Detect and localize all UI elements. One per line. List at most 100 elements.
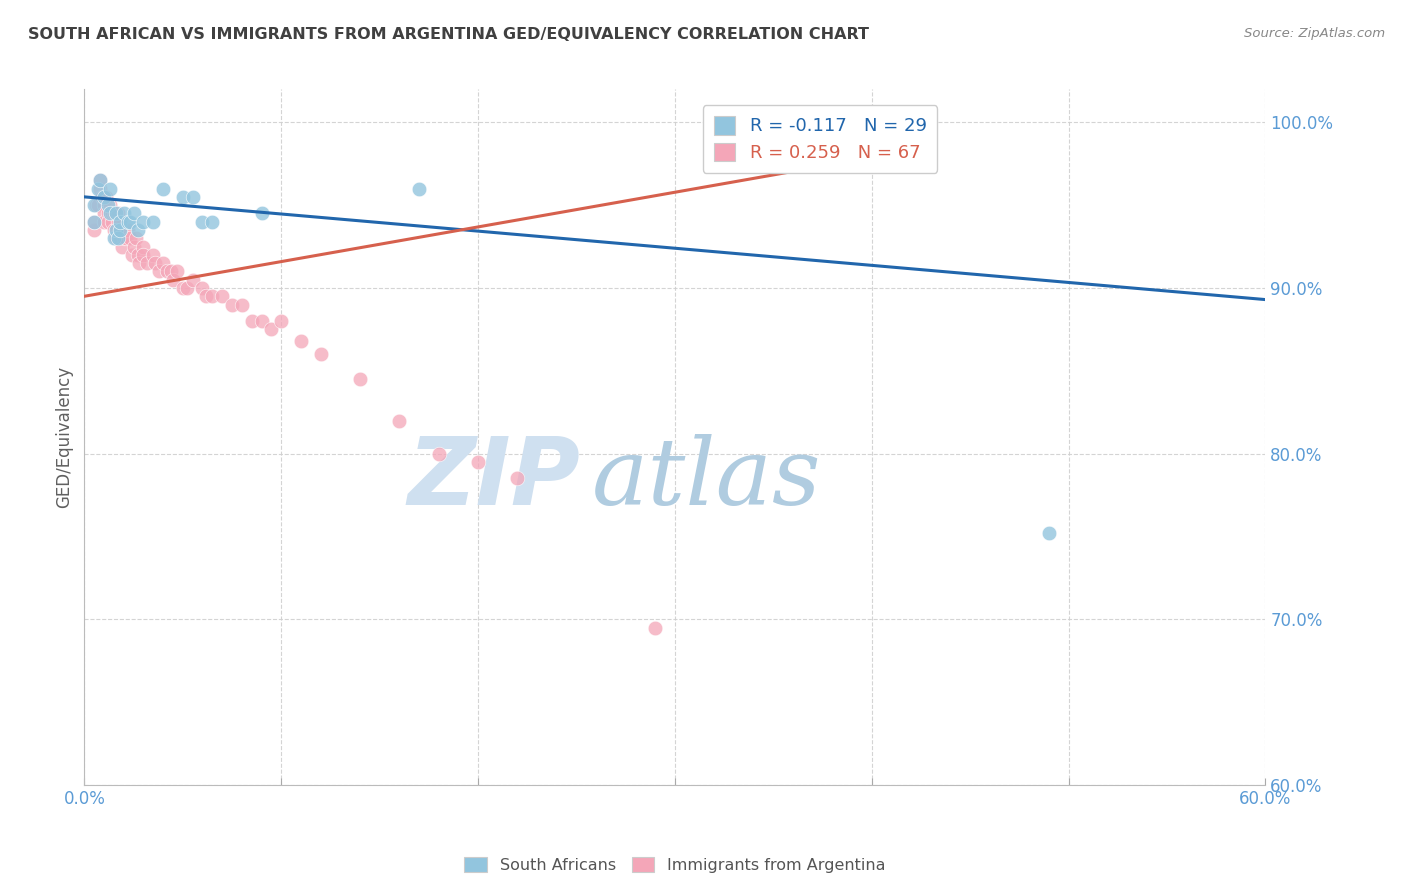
Point [122, 239, 145, 253]
Point [93, 198, 115, 212]
Point [83, 215, 105, 229]
Point [1038, 526, 1060, 541]
Point [160, 264, 183, 278]
Point [112, 231, 135, 245]
Point [104, 206, 127, 220]
Point [98, 181, 121, 195]
Point [172, 281, 194, 295]
Point [181, 190, 204, 204]
Point [290, 334, 312, 348]
Point [98, 198, 121, 212]
Point [172, 190, 194, 204]
Point [127, 248, 149, 262]
Point [122, 206, 145, 220]
Point [104, 231, 127, 245]
Point [142, 248, 165, 262]
Point [309, 347, 332, 361]
Point [93, 215, 115, 229]
Point [87, 198, 110, 212]
Point [111, 239, 134, 253]
Point [427, 447, 450, 461]
Point [107, 215, 129, 229]
Point [107, 231, 129, 245]
Y-axis label: GED/Equivalency: GED/Equivalency [55, 366, 73, 508]
Point [191, 215, 214, 229]
Text: ZIP: ZIP [408, 433, 581, 524]
Point [93, 206, 115, 220]
Point [162, 273, 184, 287]
Point [250, 206, 273, 220]
Point [231, 297, 253, 311]
Point [250, 314, 273, 328]
Point [388, 413, 411, 427]
Point [83, 198, 105, 212]
Text: Source: ZipAtlas.com: Source: ZipAtlas.com [1244, 27, 1385, 40]
Point [142, 215, 165, 229]
Point [89, 173, 111, 187]
Point [94, 190, 117, 204]
Point [156, 264, 179, 278]
Point [83, 223, 105, 237]
Point [221, 297, 243, 311]
Point [103, 206, 125, 220]
Point [97, 198, 120, 212]
Point [97, 206, 120, 220]
Point [87, 181, 110, 195]
Point [260, 322, 283, 336]
Point [84, 198, 107, 212]
Point [349, 372, 371, 386]
Legend: South Africans, Immigrants from Argentina: South Africans, Immigrants from Argentin… [458, 851, 891, 880]
Point [103, 231, 125, 245]
Point [136, 256, 159, 270]
Point [117, 223, 139, 237]
Point [107, 206, 129, 220]
Point [152, 181, 174, 195]
Point [176, 281, 198, 295]
Point [143, 256, 166, 270]
Point [152, 256, 174, 270]
Point [408, 181, 430, 195]
Point [644, 621, 666, 635]
Legend: R = -0.117   N = 29, R = 0.259   N = 67: R = -0.117 N = 29, R = 0.259 N = 67 [703, 105, 938, 173]
Point [201, 289, 224, 303]
Point [467, 455, 489, 469]
Point [211, 289, 233, 303]
Point [114, 231, 136, 245]
Point [108, 223, 131, 237]
Point [101, 206, 124, 220]
Text: atlas: atlas [592, 434, 821, 524]
Point [112, 206, 135, 220]
Point [117, 215, 139, 229]
Point [132, 239, 155, 253]
Point [91, 190, 114, 204]
Text: SOUTH AFRICAN VS IMMIGRANTS FROM ARGENTINA GED/EQUIVALENCY CORRELATION CHART: SOUTH AFRICAN VS IMMIGRANTS FROM ARGENTI… [28, 27, 869, 42]
Point [104, 223, 127, 237]
Point [506, 471, 529, 485]
Point [108, 231, 131, 245]
Point [112, 223, 135, 237]
Point [118, 215, 141, 229]
Point [118, 231, 141, 245]
Point [195, 289, 218, 303]
Point [121, 248, 143, 262]
Point [98, 206, 121, 220]
Point [93, 190, 115, 204]
Point [128, 256, 150, 270]
Point [124, 231, 146, 245]
Point [166, 264, 188, 278]
Point [127, 223, 149, 237]
Point [97, 215, 120, 229]
Point [83, 215, 105, 229]
Point [191, 281, 214, 295]
Point [240, 314, 263, 328]
Point [101, 215, 124, 229]
Point [108, 215, 131, 229]
Point [108, 223, 131, 237]
Point [181, 273, 204, 287]
Point [103, 223, 125, 237]
Point [132, 215, 155, 229]
Point [270, 314, 292, 328]
Point [89, 173, 111, 187]
Point [108, 215, 131, 229]
Point [89, 181, 111, 195]
